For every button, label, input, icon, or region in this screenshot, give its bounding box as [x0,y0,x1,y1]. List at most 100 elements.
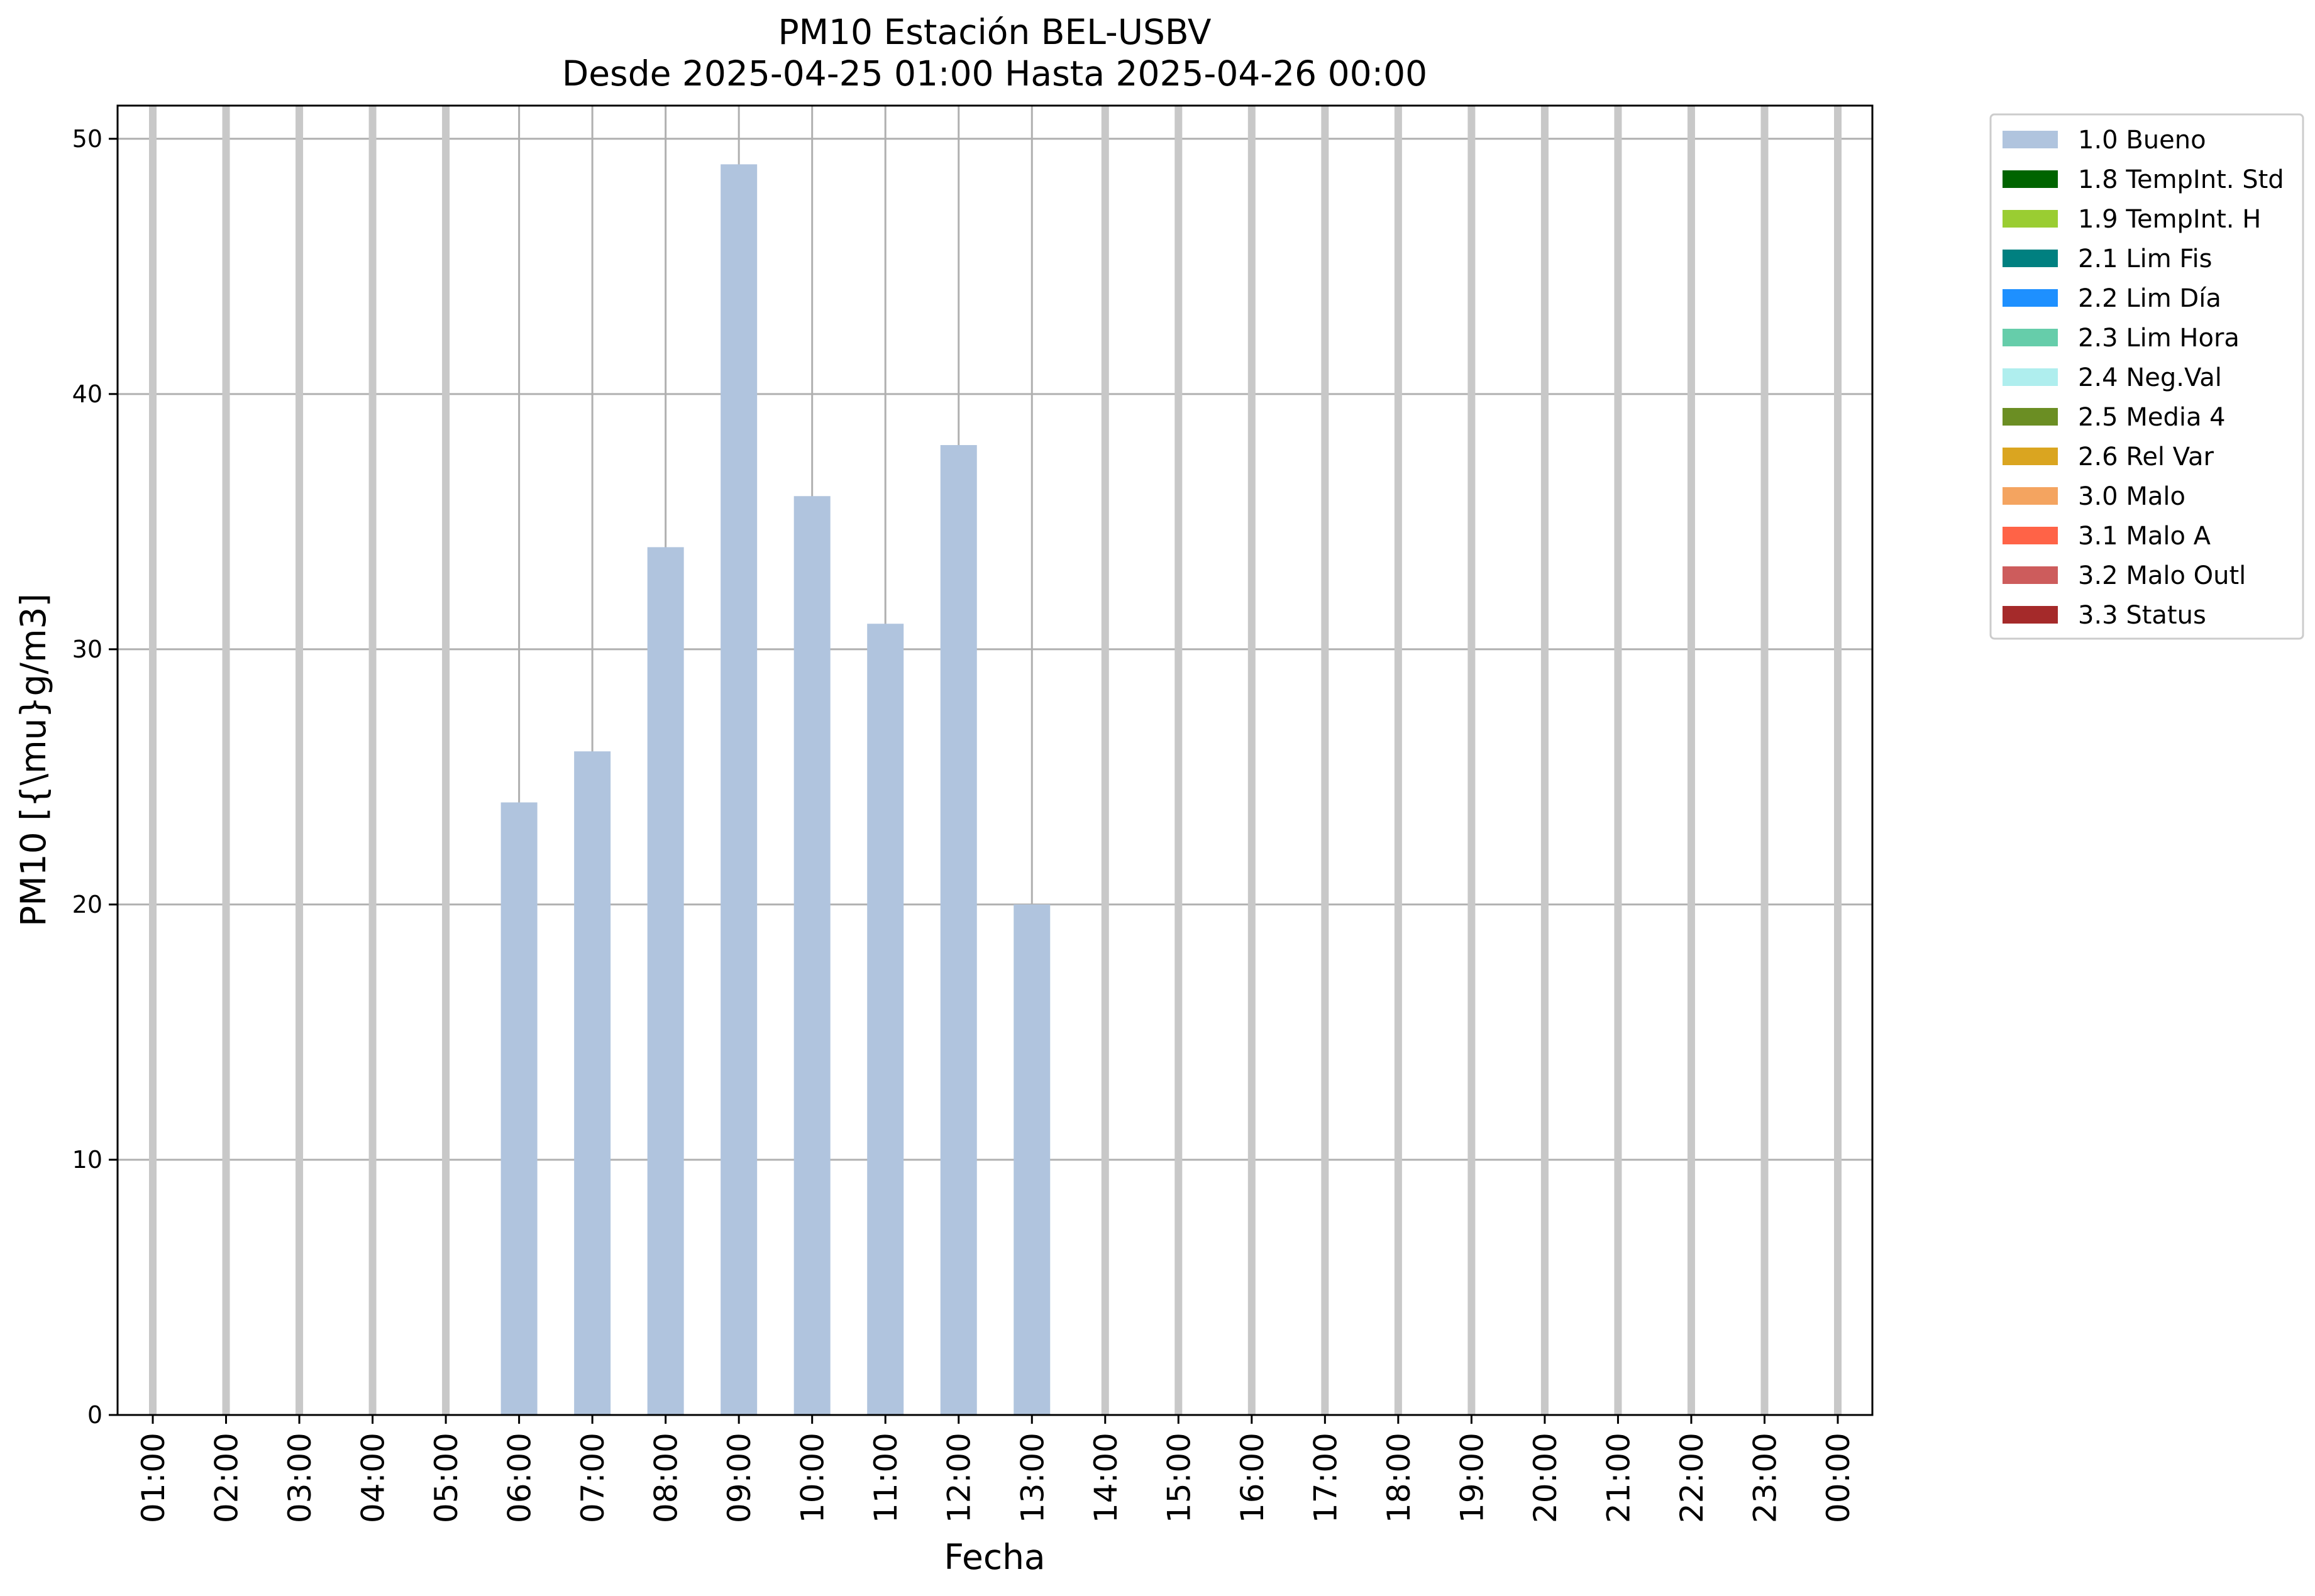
x-tick-label: 15:00 [1161,1433,1197,1523]
legend-swatch [2003,566,2058,584]
bar [1014,904,1051,1415]
legend-swatch [2003,448,2058,465]
legend-item: 1.8 TempInt. Std [2003,165,2284,194]
legend-swatch [2003,170,2058,188]
legend-swatch [2003,527,2058,544]
missing-data-marker [222,106,230,1415]
missing-data-markers [149,106,1842,1415]
x-tick-label: 13:00 [1014,1433,1051,1523]
legend-item: 2.5 Media 4 [2003,403,2226,432]
legend-label: 2.6 Rel Var [2078,443,2214,471]
x-axis-ticks: 01:00 02:00 03:00 04:00 05:00 06:00 07:00 08:00… [135,1415,1857,1523]
legend-label: 2.2 Lim Día [2078,284,2221,313]
y-tick-label: 0 [87,1401,102,1429]
x-tick-label: 14:00 [1088,1433,1124,1523]
legend-label: 1.9 TempInt. H [2078,205,2261,234]
legend-item: 3.3 Status [2003,601,2206,630]
legend-label: 2.3 Lim Hora [2078,324,2240,353]
x-tick-label: 03:00 [282,1433,318,1523]
legend-item: 3.1 Malo A [2003,522,2211,551]
missing-data-marker [1834,106,1842,1415]
legend-swatch [2003,329,2058,346]
x-tick-label: 05:00 [428,1433,465,1523]
legend-label: 1.0 Bueno [2078,126,2206,155]
missing-data-marker [1101,106,1109,1415]
missing-data-marker [1467,106,1476,1415]
bar [500,802,538,1415]
x-tick-label: 18:00 [1381,1433,1417,1523]
legend-label: 2.1 Lim Fis [2078,245,2212,273]
legend-swatch [2003,131,2058,148]
x-tick-label: 22:00 [1674,1433,1710,1523]
plot-frame [116,104,1874,1416]
legend-item: 3.2 Malo Outl [2003,561,2246,590]
x-tick-label: 12:00 [941,1433,978,1523]
chart-subtitle: Desde 2025-04-25 01:00 Hasta 2025-04-26 … [562,53,1427,94]
x-tick-label: 04:00 [355,1433,392,1523]
bar [867,624,904,1415]
x-axis-label: Fecha [944,1537,1045,1577]
x-tick-label: 06:00 [502,1433,538,1523]
y-tick-label: 20 [72,891,102,918]
y-tick-label: 30 [72,636,102,663]
legend-item: 2.1 Lim Fis [2003,245,2212,273]
y-axis-ticks: 0 10 20 30 40 50 [72,125,118,1429]
x-tick-label: 09:00 [721,1433,758,1523]
legend-item: 2.6 Rel Var [2003,443,2214,471]
x-tick-label: 02:00 [209,1433,245,1523]
legend: 1.0 Bueno 1.8 TempInt. Std 1.9 TempInt. H 2… [1989,113,2304,640]
bar [574,751,611,1415]
legend-label: 3.0 Malo [2078,482,2185,511]
legend-item: 2.3 Lim Hora [2003,324,2240,353]
missing-data-marker [1614,106,1622,1415]
missing-data-marker [1394,106,1402,1415]
legend-label: 3.1 Malo A [2078,522,2211,551]
x-tick-label: 21:00 [1600,1433,1637,1523]
x-tick-label: 17:00 [1307,1433,1344,1523]
x-tick-label: 23:00 [1747,1433,1783,1523]
x-tick-label: 01:00 [135,1433,172,1523]
x-tick-label: 00:00 [1820,1433,1857,1523]
missing-data-marker [296,106,304,1415]
bar [940,445,977,1415]
legend-label: 2.4 Neg.Val [2078,363,2222,392]
legend-swatch [2003,408,2058,426]
legend-frame [1989,113,2304,640]
missing-data-marker [1687,106,1695,1415]
x-tick-label: 19:00 [1454,1433,1490,1523]
legend-swatch [2003,250,2058,267]
legend-swatch [2003,487,2058,505]
missing-data-marker [1247,106,1256,1415]
x-tick-label: 20:00 [1527,1433,1564,1523]
x-tick-label: 10:00 [795,1433,831,1523]
missing-data-marker [1760,106,1769,1415]
missing-data-marker [442,106,450,1415]
legend-label: 1.8 TempInt. Std [2078,165,2284,194]
missing-data-marker [1174,106,1183,1415]
legend-swatch [2003,368,2058,386]
bar [647,547,684,1416]
x-tick-label: 11:00 [868,1433,904,1523]
bars [500,164,1051,1416]
y-axis-label: PM10 [{\mu}g/m3] [13,593,53,927]
chart-title: PM10 Estación BEL-USBV [778,12,1211,52]
legend-label: 3.2 Malo Outl [2078,561,2246,590]
legend-item: 2.4 Neg.Val [2003,363,2222,392]
missing-data-marker [149,106,157,1415]
x-tick-label: 07:00 [575,1433,611,1523]
legend-swatch [2003,289,2058,307]
legend-item: 1.9 TempInt. H [2003,205,2261,234]
legend-swatch [2003,606,2058,624]
legend-item: 2.2 Lim Día [2003,284,2221,313]
x-tick-label: 08:00 [648,1433,685,1523]
bar [793,496,831,1415]
missing-data-marker [1321,106,1329,1415]
y-tick-label: 50 [72,125,102,153]
legend-label: 3.3 Status [2078,601,2206,630]
bar [721,164,758,1415]
missing-data-marker [1540,106,1549,1415]
legend-item: 3.0 Malo [2003,482,2185,511]
y-tick-label: 10 [72,1146,102,1174]
